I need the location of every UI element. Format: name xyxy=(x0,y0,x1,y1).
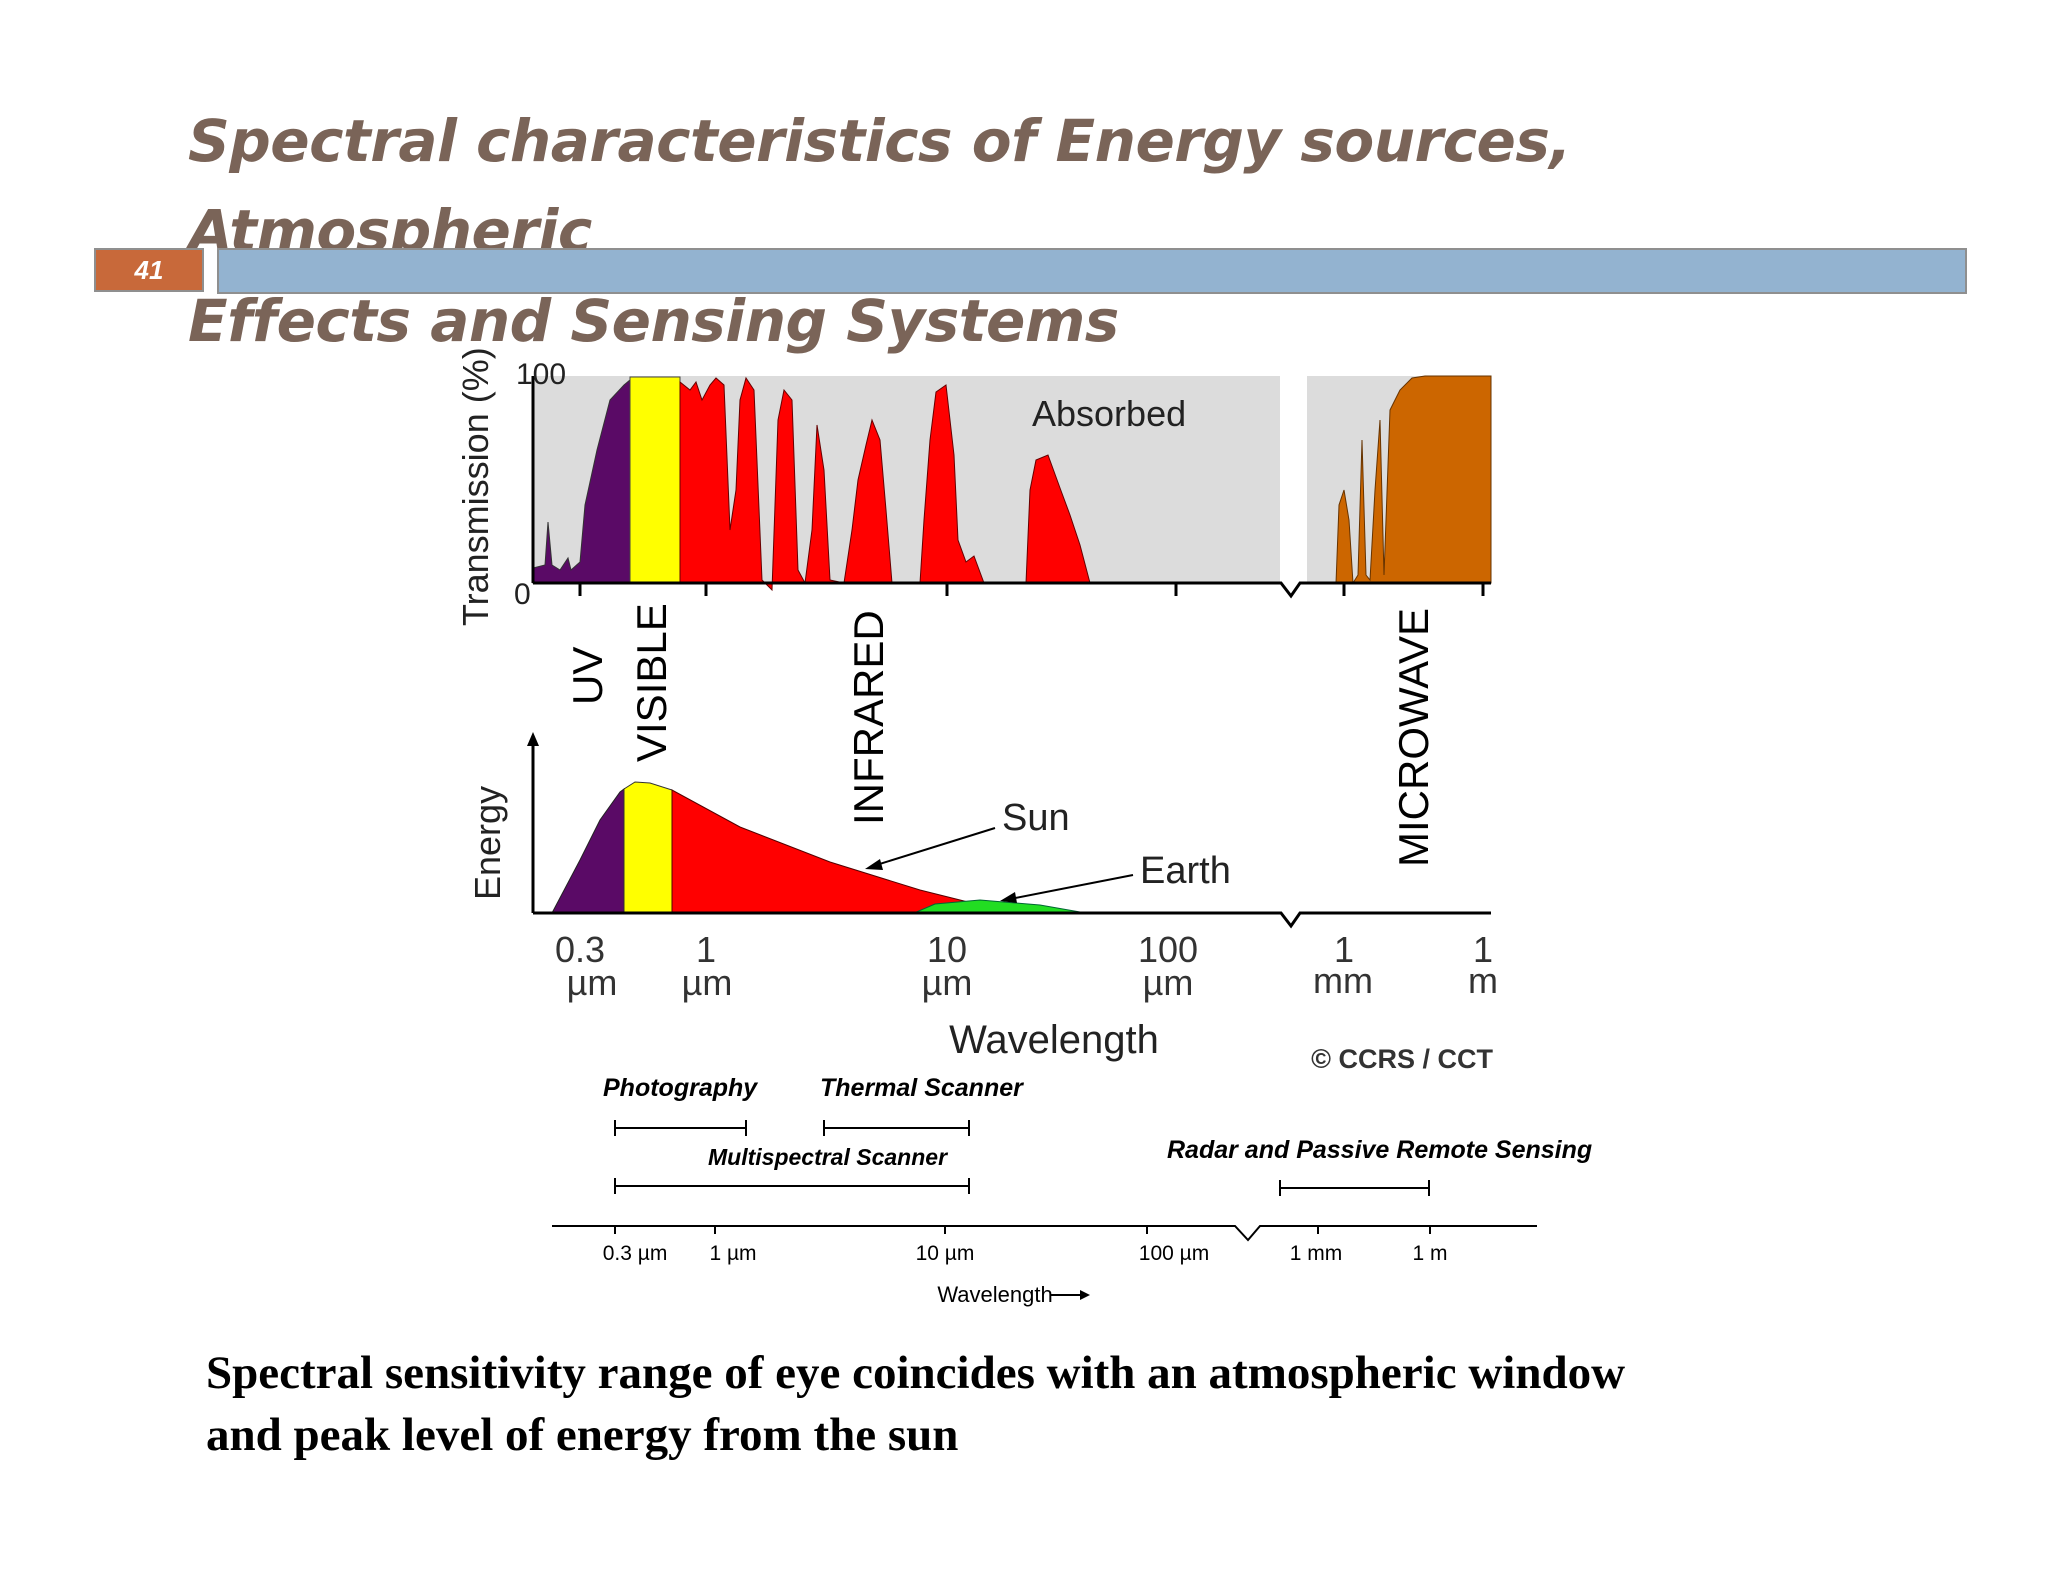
transmission-max-label: 100 xyxy=(516,358,566,391)
tick-unit: µm xyxy=(922,962,973,1003)
sun-label: Sun xyxy=(1002,797,1070,839)
sun-pointer xyxy=(869,827,996,868)
tick-value: 1 xyxy=(696,929,716,970)
tick-unit: µm xyxy=(567,962,618,1003)
band-label-visible: VISIBLE xyxy=(628,603,675,762)
sensing-axis-ticks xyxy=(614,1226,1431,1234)
sensing-systems: Photography Thermal Scanner Multispectra… xyxy=(552,1074,1592,1307)
sensing-tick-label: 1 µm xyxy=(709,1242,756,1265)
wavelength-label: Wavelength xyxy=(949,1018,1159,1062)
uv-energy xyxy=(551,788,625,914)
slide-number: 41 xyxy=(94,248,204,292)
tick-unit: µm xyxy=(1143,962,1194,1003)
transmission-ticks xyxy=(578,583,1485,596)
sensing-wavelength-arrowhead xyxy=(1080,1290,1090,1300)
radar-label: Radar and Passive Remote Sensing xyxy=(1167,1136,1592,1164)
visible-transmission xyxy=(629,376,681,584)
sensing-tick-label: 100 µm xyxy=(1139,1242,1209,1265)
spectral-diagram: Transmission (%) 100 0 Absorbed UV VISIB… xyxy=(455,347,1592,1307)
thermal-scanner-label: Thermal Scanner xyxy=(820,1074,1024,1102)
spectral-figure: Transmission (%) 100 0 Absorbed UV VISIB… xyxy=(440,330,1610,1310)
absorbed-label: Absorbed xyxy=(1032,393,1186,434)
tick-value: 1 xyxy=(1473,929,1493,970)
tick-unit: mm xyxy=(1313,960,1373,1001)
photography-label: Photography xyxy=(603,1074,758,1102)
visible-energy xyxy=(623,781,673,914)
caption-line-2: and peak level of energy from the sun xyxy=(206,1409,959,1461)
tick-unit: m xyxy=(1468,960,1498,1001)
sun-pointer-arrowhead xyxy=(865,859,883,870)
transmission-min-label: 0 xyxy=(514,578,531,611)
band-label-microwave: MICROWAVE xyxy=(1390,608,1437,867)
multispectral-scanner-label: Multispectral Scanner xyxy=(708,1144,948,1170)
transmission-axis-x xyxy=(533,581,1491,599)
sensing-tick-label: 1 m xyxy=(1412,1242,1447,1265)
uv-transmission xyxy=(532,378,631,584)
slide-title: Spectral characteristics of Energy sourc… xyxy=(188,96,1888,366)
tick-value: 1 xyxy=(1334,929,1354,970)
sensing-tick-label: 0.3 µm xyxy=(603,1242,668,1265)
band-label-infrared: INFRARED xyxy=(845,610,892,825)
slide-title-line-1: Spectral characteristics of Energy sourc… xyxy=(188,107,1571,265)
transmission-panel: Transmission (%) 100 0 Absorbed xyxy=(455,347,1492,626)
copyright-label: © CCRS / CCT xyxy=(1311,1044,1493,1074)
sensing-wavelength-label: Wavelength xyxy=(937,1282,1052,1307)
band-labels: UV VISIBLE INFRARED MICROWAVE xyxy=(564,603,1437,867)
caption-line-1: Spectral sensitivity range of eye coinci… xyxy=(206,1347,1626,1399)
energy-axis-label: Energy xyxy=(467,786,508,900)
wavelength-ticks: 0.3 µm 1 µm 10 µm 100 µm 1 mm 1 m xyxy=(555,929,1498,1003)
tick-value: 100 xyxy=(1138,929,1198,970)
earth-pointer-arrowhead xyxy=(1000,892,1017,903)
microwave-transmission xyxy=(1335,375,1492,585)
energy-axis-arrowhead xyxy=(527,732,539,746)
tick-value: 0.3 xyxy=(555,929,605,970)
band-label-uv: UV xyxy=(564,647,611,705)
earth-label: Earth xyxy=(1140,850,1231,892)
energy-axis-x xyxy=(533,911,1491,929)
sensing-tick-label: 10 µm xyxy=(916,1242,975,1265)
title-bar xyxy=(217,248,1967,294)
sensing-wavelength-axis xyxy=(552,1225,1537,1242)
tick-value: 10 xyxy=(927,929,967,970)
tick-unit: µm xyxy=(682,962,733,1003)
caption: Spectral sensitivity range of eye coinci… xyxy=(206,1342,1906,1466)
transmission-axis-label: Transmission (%) xyxy=(455,347,496,626)
slide-title-line-2: Effects and Sensing Systems xyxy=(188,287,1119,355)
energy-panel: Energy Sun Earth xyxy=(467,732,1491,929)
earth-pointer xyxy=(1004,874,1134,901)
sensing-tick-label: 1 mm xyxy=(1290,1242,1343,1265)
